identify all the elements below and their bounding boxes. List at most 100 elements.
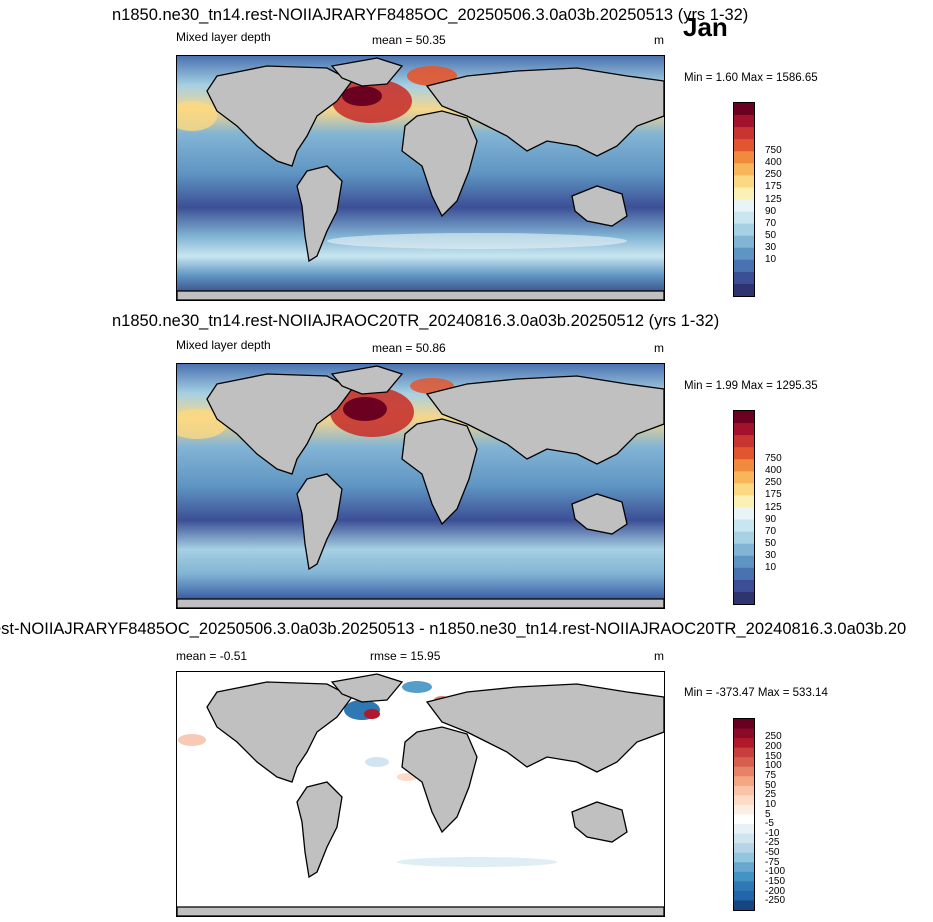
colorbar-tick-label: 50: [765, 230, 777, 242]
colorbar-swatch: [734, 719, 754, 730]
colorbar-swatches: [733, 102, 755, 297]
colorbar-swatch: [734, 555, 754, 569]
colorbar-tick-label: 90: [765, 513, 777, 525]
colorbar-tick-label: -50: [765, 847, 780, 859]
colorbar-swatch: [734, 579, 754, 593]
colorbar-tick-label: 5: [765, 808, 771, 820]
mixed-layer-depth-map: [176, 363, 665, 609]
colorbar-swatch: [734, 247, 754, 261]
colorbar-swatch: [734, 103, 754, 116]
colorbar-swatch: [734, 151, 754, 164]
colorbar-swatch: [734, 871, 754, 882]
colorbar-svg: [734, 719, 754, 911]
colorbar-swatch: [734, 881, 754, 892]
colorbar-swatch: [734, 283, 754, 297]
colorbar-swatch: [734, 211, 754, 225]
map-canvas: [177, 56, 664, 300]
colorbar-swatch: [734, 199, 754, 213]
colorbar-swatch: [734, 115, 754, 128]
colorbar-tick-label: 70: [765, 525, 777, 537]
colorbar-tick-label: 250: [765, 731, 782, 743]
month-label: Jan: [683, 12, 728, 42]
colorbar-tick-label: 175: [765, 489, 782, 501]
mean-label: mean = -0.51: [176, 649, 248, 663]
colorbar-tick-label: 125: [765, 501, 782, 513]
colorbar-tick-label: 75: [765, 769, 777, 781]
colorbar-tick-label: 175: [765, 181, 782, 193]
mean-label: mean = 50.35: [372, 33, 446, 47]
colorbar-tick-label: -25: [765, 837, 780, 849]
colorbar-swatch: [734, 766, 754, 777]
colorbar-tick-label: -150: [765, 876, 786, 888]
colorbar-tick-label: 50: [765, 779, 777, 791]
map-canvas: [177, 672, 664, 916]
colorbar-tick-label: 70: [765, 217, 777, 229]
colorbar-swatch: [734, 271, 754, 285]
minmax-label: Min = -373.47 Max = 533.14: [684, 687, 828, 699]
colorbar-tick-label: 400: [765, 156, 782, 168]
colorbar-swatch: [734, 531, 754, 545]
colorbar-swatch: [734, 435, 754, 448]
colorbar-swatch: [734, 519, 754, 533]
colorbar-swatch: [734, 852, 754, 863]
colorbar-swatch: [734, 459, 754, 472]
colorbar-swatch: [734, 804, 754, 815]
rmse-label: rmse = 15.95: [370, 649, 441, 663]
mixed-layer-depth-map: [176, 55, 665, 301]
units-label: m: [654, 33, 664, 47]
colorbar-swatch: [734, 447, 754, 460]
units-label: m: [654, 341, 664, 355]
colorbar-swatch: [734, 567, 754, 581]
colorbar-swatch: [734, 175, 754, 188]
colorbar-tick-label: 200: [765, 740, 782, 752]
colorbar-swatch: [734, 259, 754, 273]
colorbar-tick-label: 125: [765, 193, 782, 205]
colorbar-swatch: [734, 757, 754, 768]
colorbar-tick-label: 400: [765, 464, 782, 476]
colorbar-swatch: [734, 223, 754, 237]
colorbar-tick-label: 10: [765, 798, 777, 810]
colorbar-swatch: [734, 843, 754, 854]
colorbar-swatch: [734, 235, 754, 249]
colorbar-tick-label: -200: [765, 885, 786, 897]
colorbar-swatches: [733, 410, 755, 605]
colorbar-swatch: [734, 747, 754, 758]
colorbar-tick-label: 90: [765, 205, 777, 217]
panel-title: est-NOIIAJRARYF8485OC_20250506.3.0a03b.2…: [0, 620, 907, 638]
colorbar-tick-label: -250: [765, 895, 786, 907]
colorbar-swatch: [734, 483, 754, 496]
colorbar-tick-label: -5: [765, 818, 774, 830]
colorbar-tick-label: 10: [765, 254, 777, 266]
units-label: m: [654, 649, 664, 663]
colorbar-tick-label: 30: [765, 550, 777, 562]
panel-title: n1850.ne30_tn14.rest-NOIIAJRARYF8485OC_2…: [112, 6, 749, 24]
colorbar-svg: [734, 411, 754, 605]
colorbar-swatch: [734, 890, 754, 901]
colorbar-swatch: [734, 507, 754, 521]
colorbar-swatch: [734, 543, 754, 557]
difference-map: [176, 671, 665, 917]
colorbar-tick-label: 25: [765, 789, 777, 801]
colorbar-tick-label: 250: [765, 477, 782, 489]
colorbar-swatch: [734, 738, 754, 749]
colorbar-swatch: [734, 127, 754, 140]
colorbar-swatch: [734, 591, 754, 605]
colorbar-tick-label: -75: [765, 856, 780, 868]
colorbar-swatch: [734, 495, 754, 508]
colorbar-swatch: [734, 833, 754, 844]
colorbar-tick-label: 100: [765, 760, 782, 772]
mean-label: mean = 50.86: [372, 341, 446, 355]
colorbar-swatch: [734, 423, 754, 436]
colorbar-swatch: [734, 471, 754, 484]
colorbar-tick-label: 750: [765, 452, 782, 464]
colorbar-swatches: [733, 718, 755, 911]
colorbar-swatch: [734, 900, 754, 911]
colorbar-swatch: [734, 163, 754, 176]
colorbar-tick-label: 10: [765, 562, 777, 574]
colorbar-swatch: [734, 862, 754, 873]
colorbar-tick-label: 150: [765, 750, 782, 762]
panel-title: n1850.ne30_tn14.rest-NOIIAJRAOC20TR_2024…: [112, 312, 720, 330]
colorbar-tick-label: 750: [765, 144, 782, 156]
minmax-label: Min = 1.60 Max = 1586.65: [684, 72, 818, 84]
colorbar-swatch: [734, 824, 754, 835]
